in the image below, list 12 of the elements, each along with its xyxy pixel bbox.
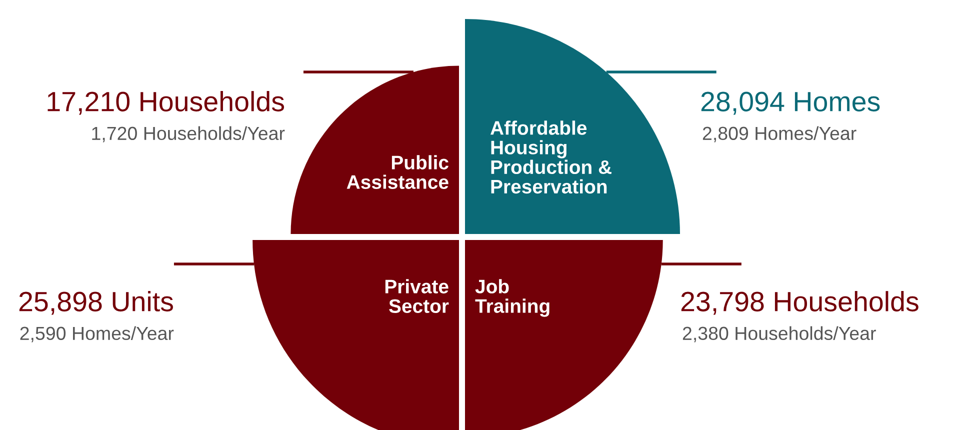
data-label: 17,210 Households [48,91,284,115]
category-label: Public Assistance [346,155,448,189]
data-label: 28,094 Homes [701,92,880,115]
text: 1,720 Households/Year [92,126,285,142]
category-label: Private Sector [385,279,449,313]
category-label: Job Training [475,279,550,317]
text: 2,590 Homes/Year [20,326,174,342]
data-label: 23,798 Households [681,291,918,315]
data-label: 25,898 Units [19,291,173,315]
category-label: Affordable Housing Production & Preservation [490,120,612,194]
text: 2,380 Households/Year [682,326,876,342]
text: 2,809 Homes/Year [702,126,856,142]
